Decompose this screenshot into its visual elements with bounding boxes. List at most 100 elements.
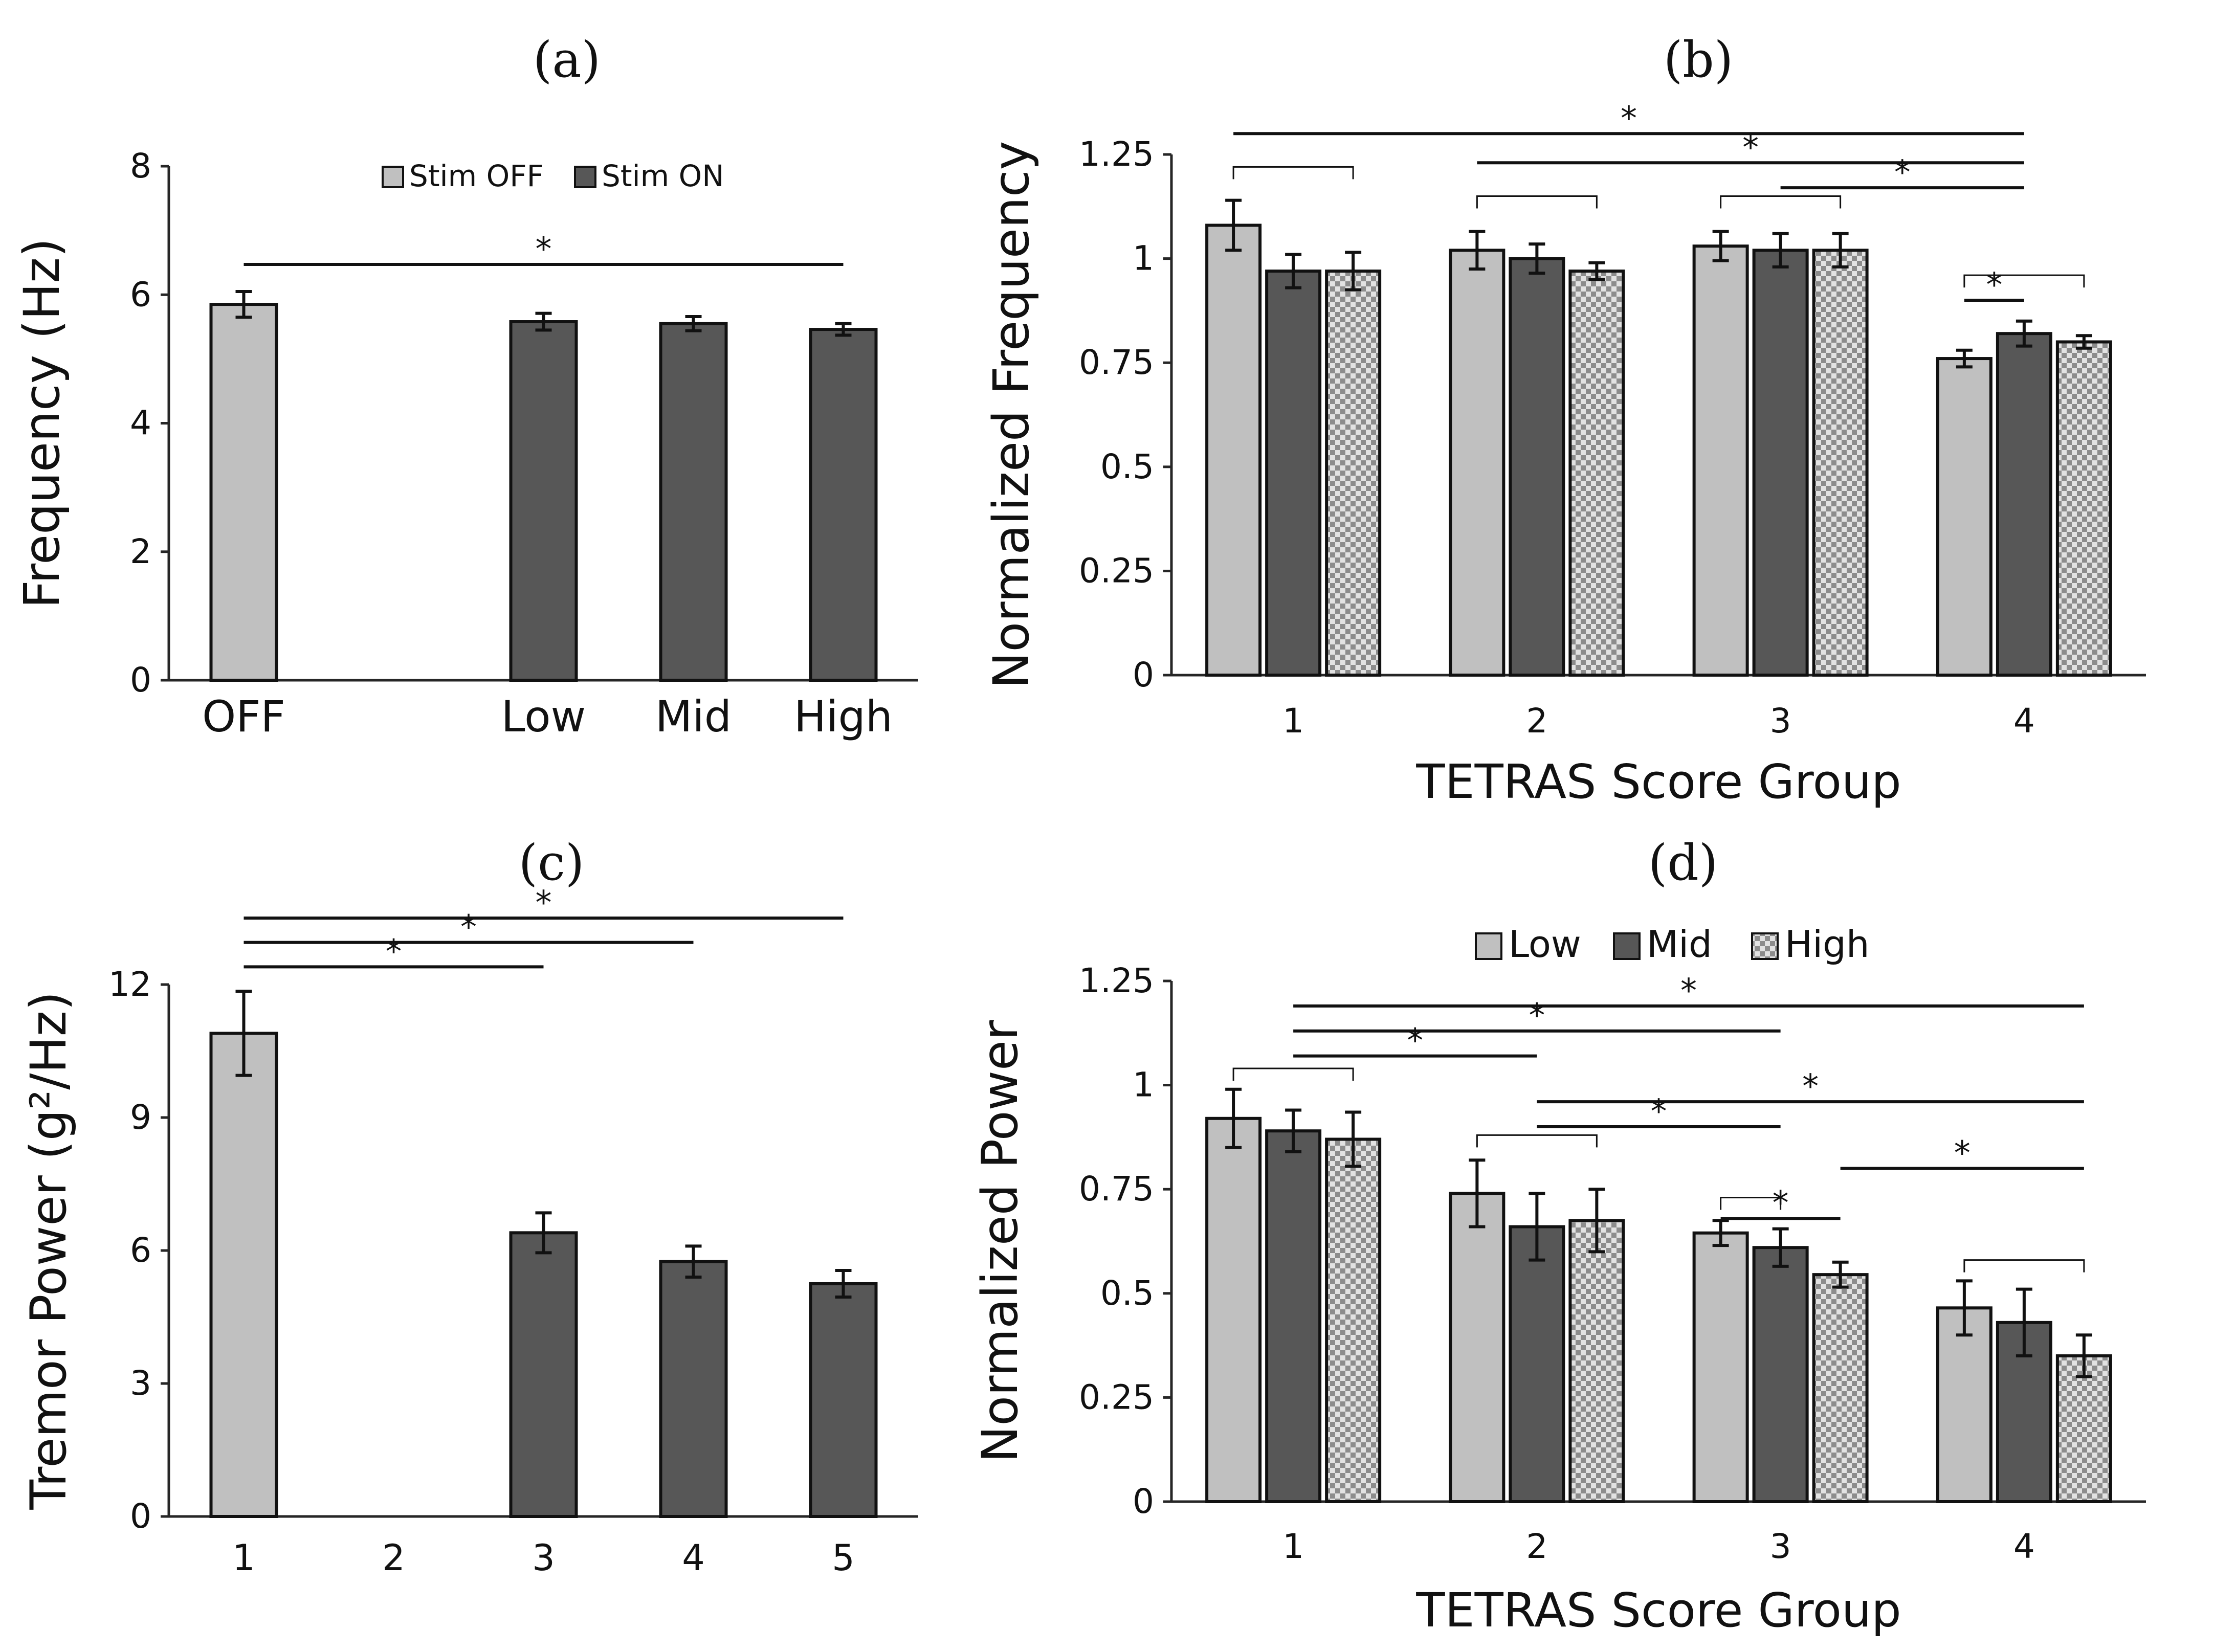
significance-asterisk: * xyxy=(1773,1185,1789,1222)
y-tick-label: 0.5 xyxy=(1100,1274,1154,1313)
bar-4 xyxy=(659,1260,728,1519)
panel-label: (d) xyxy=(1648,834,1718,891)
x-axis-label: TETRAS Score Group xyxy=(1415,754,1901,809)
legend-swatch-dark xyxy=(574,166,596,188)
y-tick-label: 12 xyxy=(108,965,151,1004)
bar-mid-group-1 xyxy=(1265,270,1322,677)
x-axis-label: TETRAS Score Group xyxy=(1415,1583,1901,1638)
y-tick-label: 6 xyxy=(130,1231,151,1270)
y-tick-label: 0.75 xyxy=(1079,1169,1154,1209)
bar-4 xyxy=(659,322,728,682)
panel-label: (c) xyxy=(519,834,585,891)
legend: Stim OFF Stim ON xyxy=(382,159,724,193)
legend-swatch-light xyxy=(1475,932,1502,960)
y-tick-label: 0 xyxy=(130,1497,151,1536)
bar-mid-group-3 xyxy=(1752,1246,1809,1504)
significance-asterisk: * xyxy=(1407,1022,1423,1060)
panel-b: 0 0.25 0.5 0.75 1 1.25 Normalized Frequency (b)… xyxy=(983,31,2146,809)
y-tick-label: 0 xyxy=(1133,655,1154,695)
bar-3 xyxy=(509,320,578,682)
x-tick-label: Mid xyxy=(655,691,732,742)
comparison-bracket xyxy=(1232,166,1354,180)
significance-asterisk: * xyxy=(1680,972,1697,1010)
y-tick-label: 1 xyxy=(1133,1065,1154,1105)
significance-asterisk: * xyxy=(1621,100,1637,138)
y-axis-label: Frequency (Hz) xyxy=(13,238,71,609)
bar-1 xyxy=(209,303,278,682)
bar-high-group-1 xyxy=(1325,1137,1382,1503)
significance-asterisk: * xyxy=(386,933,402,971)
comparison-bracket xyxy=(1232,1067,1354,1081)
significance-asterisk: * xyxy=(1742,129,1759,167)
comparison-bracket xyxy=(1963,1259,2085,1273)
x-tick-label: 3 xyxy=(1770,1527,1791,1566)
comparison-bracket xyxy=(1720,195,1842,209)
x-tick-label: High xyxy=(794,691,893,742)
bar-low-group-1 xyxy=(1205,224,1262,677)
bar-high-group-4 xyxy=(2055,340,2112,677)
panel-label: (a) xyxy=(533,31,601,88)
x-tick-label: 4 xyxy=(682,1537,705,1579)
bar-mid-group-3 xyxy=(1752,249,1809,677)
y-tick-label: 2 xyxy=(130,532,151,571)
y-tick-label: 0.25 xyxy=(1079,1377,1154,1417)
significance-asterisk: * xyxy=(536,884,552,922)
bar-low-group-1 xyxy=(1205,1117,1262,1503)
bar-high-group-3 xyxy=(1812,249,1869,677)
legend: Low Mid High xyxy=(1475,923,1869,966)
y-axis-label: Normalized Power xyxy=(971,1020,1029,1463)
panel-label: (b) xyxy=(1664,31,1733,88)
bar-3 xyxy=(509,1231,578,1518)
bar-mid-group-2 xyxy=(1509,257,1565,677)
x-tick-label: 1 xyxy=(1282,1527,1304,1566)
bar-5 xyxy=(809,328,878,682)
x-tick-label: 4 xyxy=(2013,1527,2035,1566)
x-tick-label: 3 xyxy=(1770,701,1791,741)
panel-a: 0 2 4 6 8 Frequency (Hz) (a) OFF Low Mid High Stim … xyxy=(13,31,918,742)
y-tick-label: 0.25 xyxy=(1079,551,1154,590)
x-tick-label: 2 xyxy=(382,1537,405,1579)
y-tick-label: 1.25 xyxy=(1079,135,1154,174)
y-tick-label: 1 xyxy=(1133,239,1154,278)
bar-low-group-3 xyxy=(1692,1231,1749,1503)
significance-asterisk: * xyxy=(1954,1134,1971,1172)
y-tick-label: 9 xyxy=(130,1098,151,1137)
x-tick-label: Low xyxy=(501,691,586,742)
bar-low-group-3 xyxy=(1692,244,1749,677)
bar-high-group-2 xyxy=(1568,270,1625,677)
x-tick-label: 3 xyxy=(532,1537,555,1579)
bar-high-group-3 xyxy=(1812,1273,1869,1504)
significance-asterisk: * xyxy=(460,909,477,947)
y-axis-label: Normalized Frequency xyxy=(983,141,1040,689)
legend-swatch-hatch xyxy=(1751,932,1779,960)
comparison-bracket xyxy=(1476,1134,1598,1148)
x-tick-label: 5 xyxy=(832,1537,855,1579)
y-tick-label: 1.25 xyxy=(1079,961,1154,1000)
legend-label: Low xyxy=(1509,923,1581,966)
bar-mid-group-1 xyxy=(1265,1129,1322,1504)
y-tick-label: 8 xyxy=(130,146,151,186)
comparison-bracket xyxy=(1476,195,1598,209)
bar-5 xyxy=(809,1282,878,1518)
legend-label: High xyxy=(1785,923,1869,966)
legend-label: Stim OFF xyxy=(409,159,544,193)
bar-low-group-4 xyxy=(1936,357,1992,677)
legend-swatch-dark xyxy=(1613,932,1641,960)
y-tick-label: 4 xyxy=(130,404,151,443)
comparison-bracket xyxy=(1963,274,2085,288)
bar-low-group-4 xyxy=(1936,1306,1992,1503)
y-tick-label: 6 xyxy=(130,275,151,314)
bar-high-group-2 xyxy=(1568,1219,1625,1503)
legend-label: Mid xyxy=(1647,923,1712,966)
x-tick-label: 2 xyxy=(1526,701,1547,741)
bar-1 xyxy=(209,1032,278,1519)
panel-d: 0 0.25 0.5 0.75 1 1.25 Normalized Power (d) 1 2 3 4… xyxy=(971,834,2146,1638)
x-tick-label: 2 xyxy=(1526,1527,1547,1566)
bar-low-group-2 xyxy=(1449,249,1505,677)
y-tick-label: 3 xyxy=(130,1364,151,1403)
significance-asterisk: * xyxy=(1802,1068,1819,1106)
significance-asterisk: * xyxy=(1986,266,2002,304)
comparison-bracket xyxy=(1720,1196,1782,1210)
